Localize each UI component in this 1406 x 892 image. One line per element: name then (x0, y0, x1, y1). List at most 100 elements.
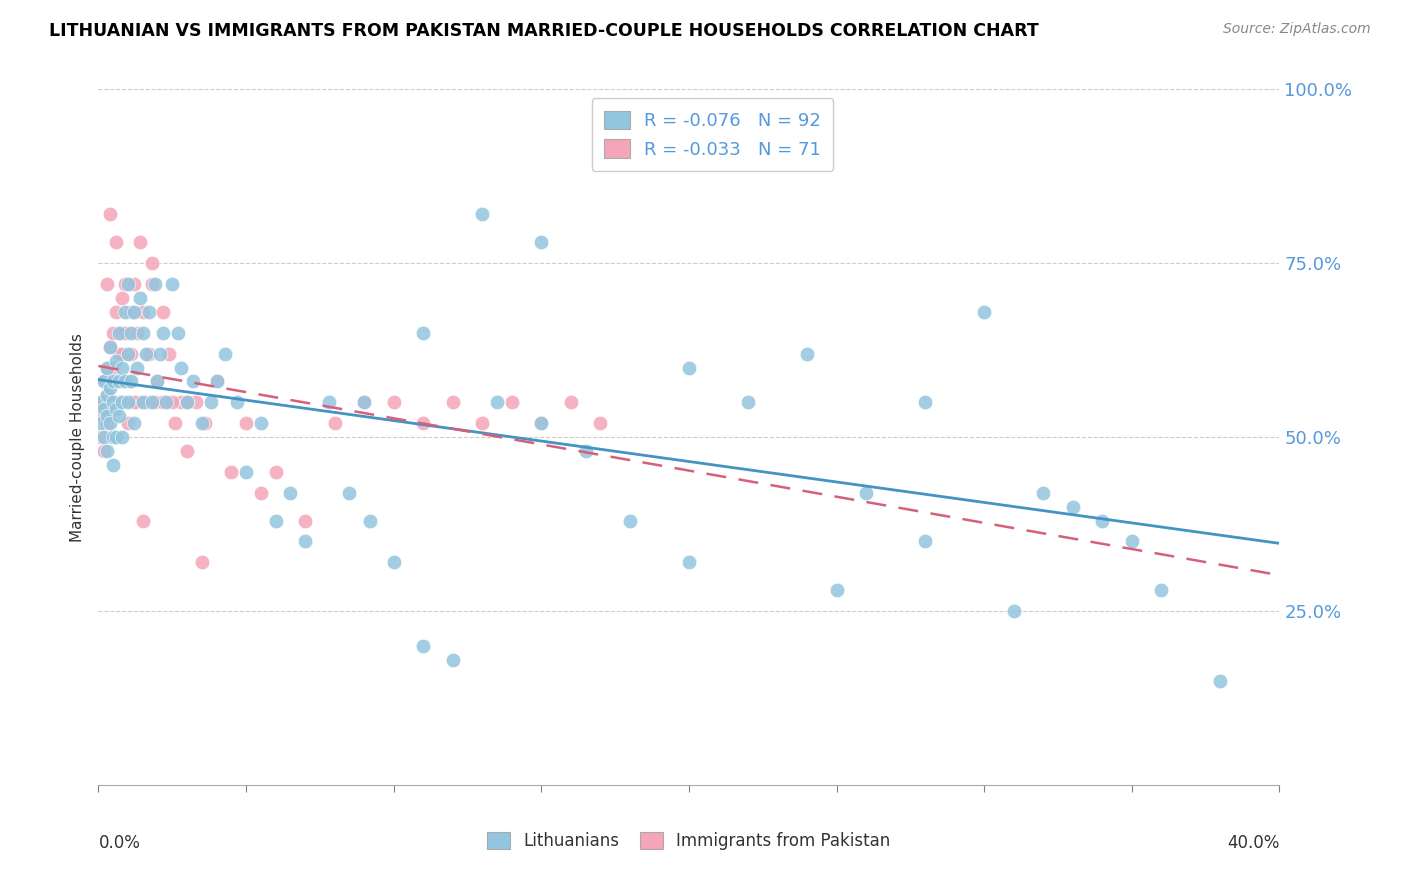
Point (90, 395, 112, 409)
Point (98, 402, 121, 417)
Point (1209, 673, 1232, 688)
Point (128, 291, 150, 305)
Point (111, 346, 134, 360)
Point (278, 485, 302, 500)
Point (120, 326, 142, 340)
Point (93, 444, 115, 458)
Point (737, 395, 759, 409)
Point (235, 465, 257, 479)
Point (264, 514, 287, 528)
Point (149, 346, 172, 360)
Point (108, 375, 131, 389)
Point (382, 555, 405, 569)
Point (120, 346, 142, 360)
Text: 40.0%: 40.0% (1227, 834, 1279, 852)
Point (108, 395, 131, 409)
Point (796, 346, 818, 360)
Point (162, 277, 183, 291)
Point (96, 416, 118, 430)
Point (1121, 534, 1143, 549)
Point (98, 340, 121, 354)
Point (98, 381, 121, 395)
Point (114, 326, 136, 340)
Point (205, 375, 228, 389)
Point (194, 416, 217, 430)
Point (560, 395, 582, 409)
Point (111, 375, 134, 389)
Point (205, 375, 228, 389)
Point (98, 375, 121, 389)
Point (250, 416, 273, 430)
Point (96, 277, 118, 291)
Point (184, 395, 207, 409)
Point (530, 416, 553, 430)
Point (318, 395, 340, 409)
Point (105, 402, 128, 417)
Point (353, 395, 375, 409)
Point (122, 277, 145, 291)
Point (103, 458, 125, 472)
Point (120, 305, 142, 319)
Point (98, 340, 121, 354)
Point (412, 639, 434, 653)
Point (250, 485, 273, 500)
Point (105, 430, 128, 444)
Point (93, 402, 115, 417)
Point (200, 395, 222, 409)
Point (146, 375, 169, 389)
Point (181, 375, 204, 389)
Point (96, 388, 118, 402)
Point (855, 485, 877, 500)
Point (530, 235, 553, 250)
Point (111, 360, 134, 375)
Point (138, 346, 160, 360)
Point (125, 360, 148, 375)
Point (132, 514, 155, 528)
Point (103, 395, 125, 409)
Point (96, 360, 118, 375)
Point (530, 416, 553, 430)
Point (117, 277, 139, 291)
Point (412, 326, 434, 340)
Point (191, 555, 214, 569)
Point (96, 444, 118, 458)
Point (471, 207, 494, 221)
Point (825, 583, 848, 598)
Point (157, 346, 180, 360)
Point (141, 395, 163, 409)
Point (146, 375, 169, 389)
Point (337, 485, 360, 500)
Point (132, 326, 155, 340)
Point (1150, 583, 1173, 598)
Point (152, 305, 174, 319)
Point (323, 416, 346, 430)
Point (93, 409, 115, 424)
Point (122, 416, 145, 430)
Point (973, 305, 995, 319)
Point (1002, 604, 1025, 618)
Point (93, 375, 115, 389)
Point (117, 395, 139, 409)
Point (105, 235, 128, 250)
Point (108, 326, 131, 340)
Point (135, 395, 157, 409)
Point (93, 430, 115, 444)
Point (619, 514, 641, 528)
Point (105, 353, 128, 368)
Point (117, 346, 139, 360)
Point (170, 395, 193, 409)
Point (96, 409, 118, 424)
Point (214, 346, 236, 360)
Point (382, 395, 405, 409)
Point (170, 360, 193, 375)
Point (441, 653, 464, 667)
Point (90, 430, 112, 444)
Point (165, 416, 187, 430)
Point (111, 291, 134, 305)
Point (98, 416, 121, 430)
Point (108, 346, 131, 360)
Point (1091, 514, 1114, 528)
Point (589, 416, 612, 430)
Point (125, 395, 148, 409)
Point (162, 395, 183, 409)
